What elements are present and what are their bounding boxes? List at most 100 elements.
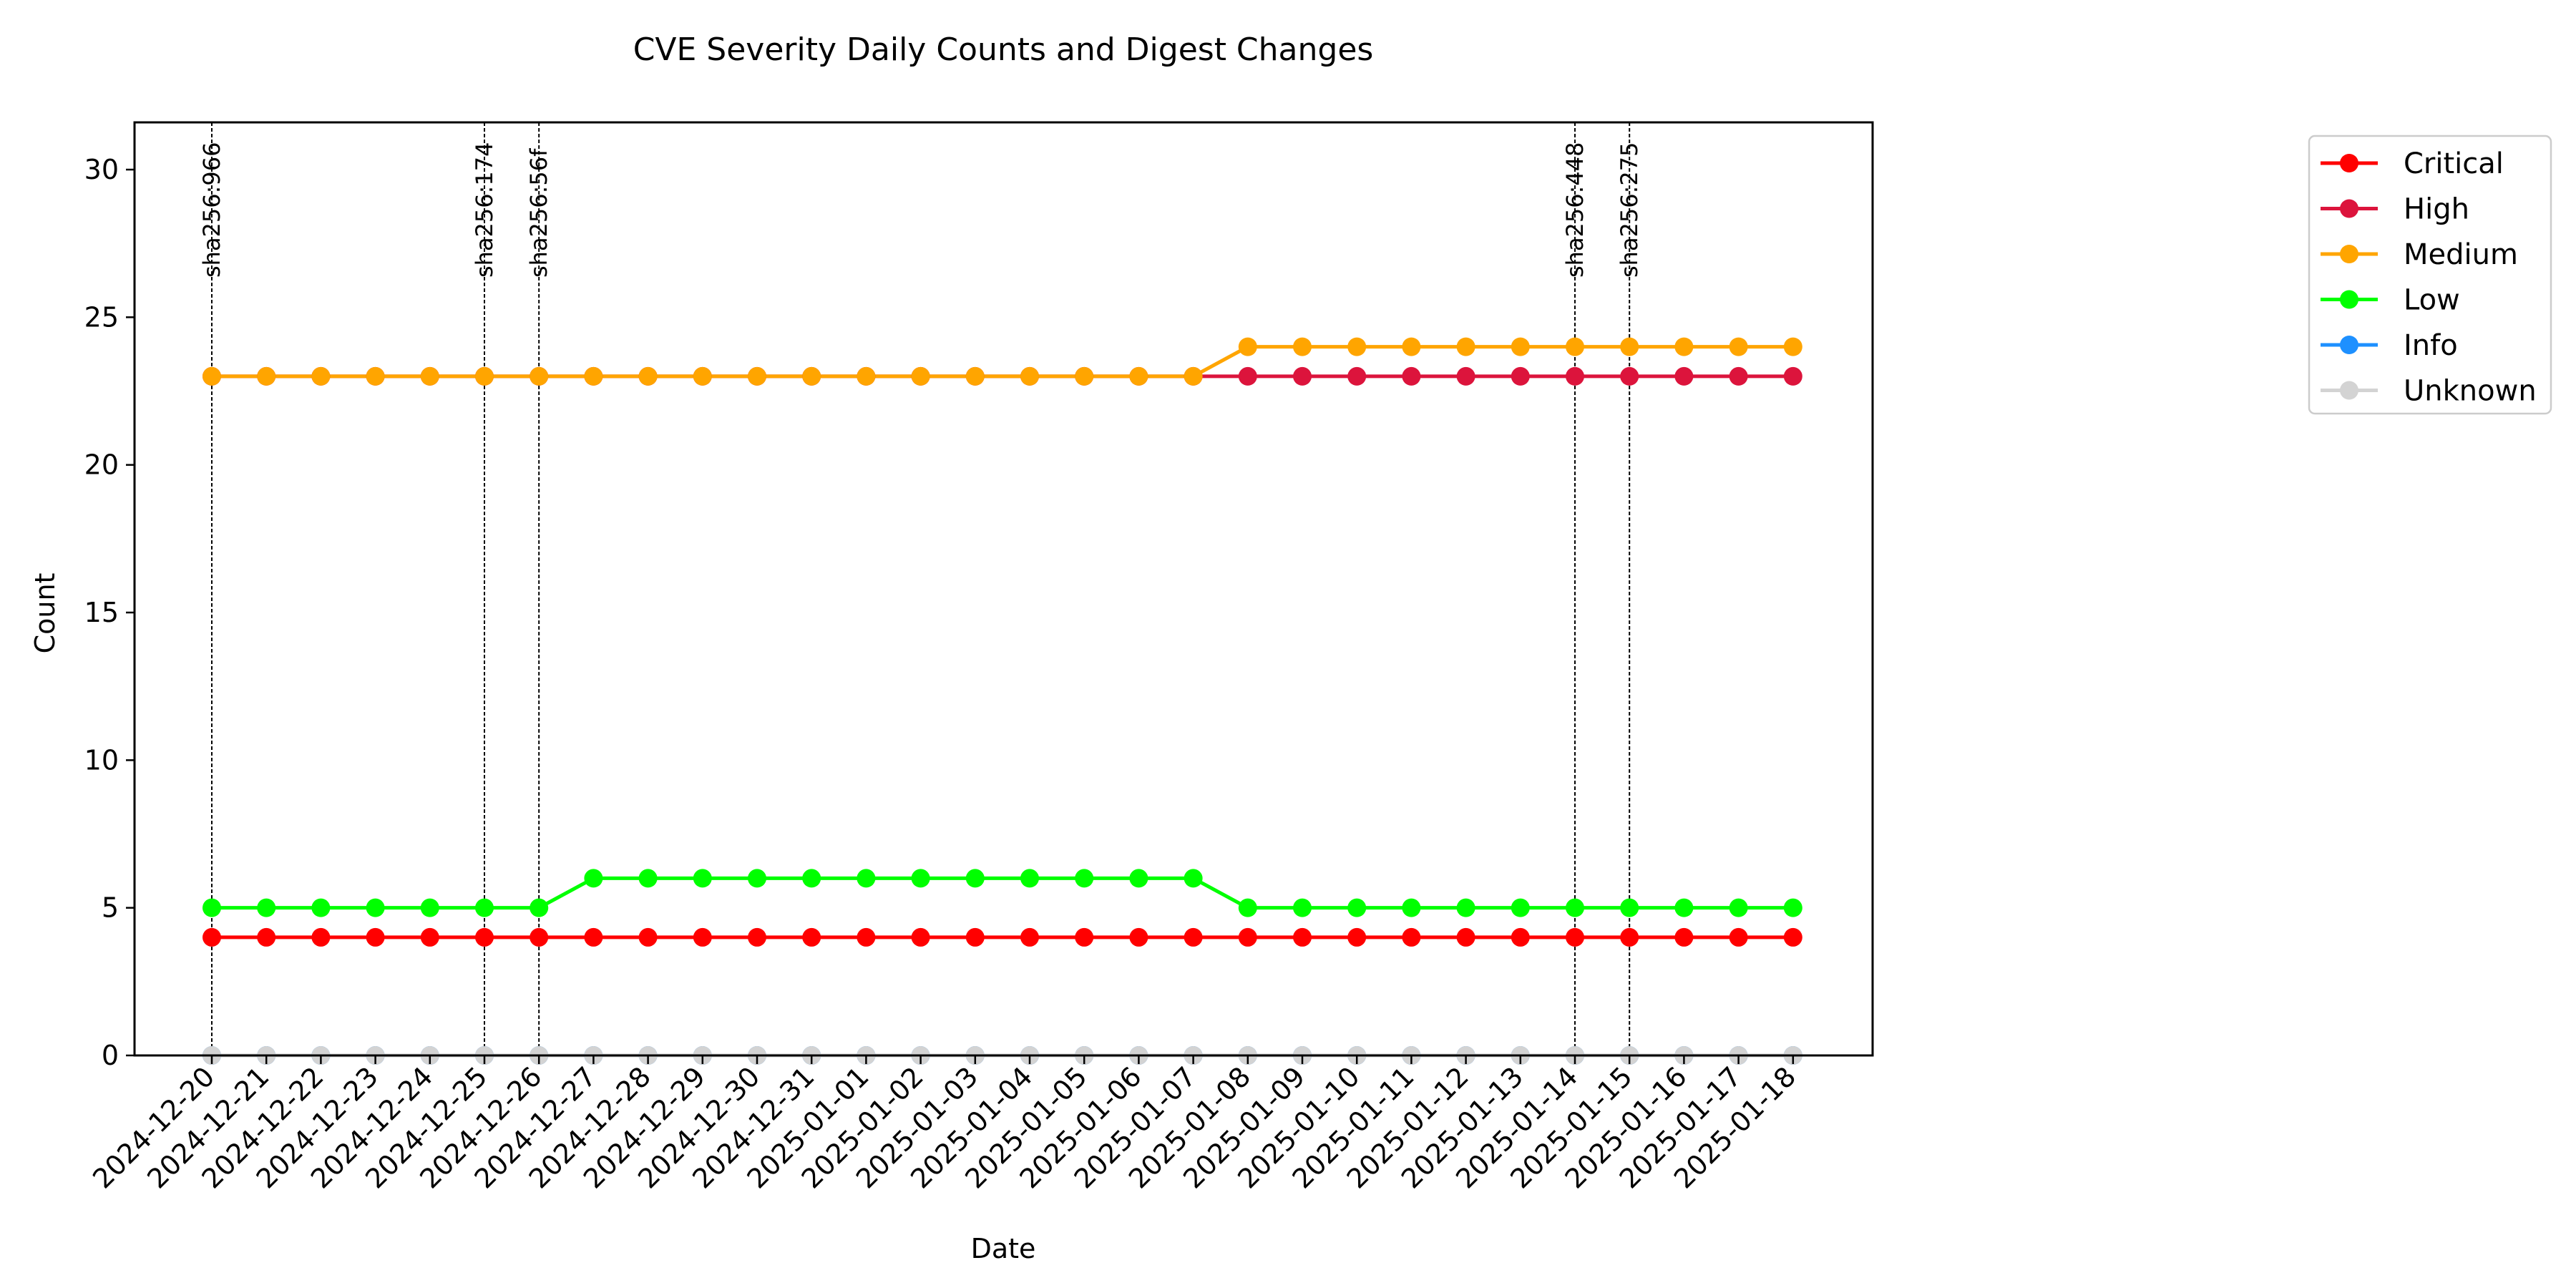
data-point-medium bbox=[1783, 337, 1802, 356]
plot-background bbox=[135, 122, 1873, 1055]
legend-entry-medium: Medium bbox=[2404, 238, 2518, 271]
chart-title: CVE Severity Daily Counts and Digest Cha… bbox=[633, 31, 1374, 68]
data-point-high bbox=[1293, 366, 1312, 386]
y-axis-label: Count bbox=[29, 573, 61, 654]
data-point-critical bbox=[1674, 927, 1694, 947]
data-point-low bbox=[1456, 898, 1475, 917]
data-point-medium bbox=[1402, 337, 1421, 356]
data-point-critical bbox=[857, 927, 876, 947]
data-point-medium bbox=[1674, 337, 1694, 356]
digest-label: sha256:174 bbox=[471, 142, 498, 278]
digest-label: sha256:448 bbox=[1561, 142, 1589, 278]
legend: Critical High Medium Low Info Unknown bbox=[2308, 135, 2552, 415]
data-point-critical bbox=[1020, 927, 1039, 947]
data-point-high bbox=[1511, 366, 1530, 386]
data-point-low bbox=[638, 869, 658, 888]
data-point-critical bbox=[420, 927, 439, 947]
data-point-medium bbox=[1456, 337, 1475, 356]
data-point-critical bbox=[1729, 927, 1748, 947]
data-point-low bbox=[257, 898, 276, 917]
data-point-medium bbox=[1620, 337, 1639, 356]
data-point-critical bbox=[1402, 927, 1421, 947]
data-point-low bbox=[748, 869, 766, 888]
data-point-critical bbox=[1238, 927, 1257, 947]
legend-swatch-marker bbox=[2340, 381, 2358, 400]
data-point-low bbox=[584, 869, 603, 888]
data-point-critical bbox=[1129, 927, 1148, 947]
data-point-medium bbox=[1293, 337, 1312, 356]
data-point-low bbox=[1075, 869, 1094, 888]
data-point-critical bbox=[1620, 927, 1639, 947]
legend-entry-critical: Critical bbox=[2404, 147, 2504, 180]
y-tick-label: 5 bbox=[102, 892, 119, 924]
data-point-medium bbox=[1129, 366, 1148, 386]
digest-label: sha256:966 bbox=[198, 142, 225, 278]
data-point-low bbox=[1402, 898, 1421, 917]
data-point-medium bbox=[420, 366, 439, 386]
data-point-medium bbox=[366, 366, 385, 386]
data-point-critical bbox=[1511, 927, 1530, 947]
data-point-low bbox=[1129, 869, 1148, 888]
data-point-medium bbox=[638, 366, 658, 386]
data-point-medium bbox=[1729, 337, 1748, 356]
data-point-medium bbox=[748, 366, 766, 386]
data-point-high bbox=[1620, 366, 1639, 386]
y-tick-label: 25 bbox=[84, 301, 119, 333]
data-point-medium bbox=[1020, 366, 1039, 386]
data-point-critical bbox=[911, 927, 930, 947]
data-point-critical bbox=[530, 927, 549, 947]
data-point-critical bbox=[1347, 927, 1367, 947]
data-point-high bbox=[1566, 366, 1584, 386]
data-point-high bbox=[1729, 366, 1748, 386]
data-point-low bbox=[1566, 898, 1584, 917]
y-tick-label: 30 bbox=[84, 154, 119, 185]
data-point-medium bbox=[1075, 366, 1094, 386]
data-point-medium bbox=[584, 366, 603, 386]
data-point-low bbox=[530, 898, 549, 917]
data-point-medium bbox=[911, 366, 930, 386]
data-point-critical bbox=[1184, 927, 1203, 947]
data-point-medium bbox=[257, 366, 276, 386]
data-point-medium bbox=[203, 366, 221, 386]
digest-annotations: sha256:966 sha256:174 sha256:56f sha256:448… bbox=[198, 122, 1643, 1055]
data-point-low bbox=[1020, 869, 1039, 888]
data-point-medium bbox=[475, 366, 494, 386]
data-point-critical bbox=[311, 927, 331, 947]
data-point-high bbox=[1783, 366, 1802, 386]
data-point-high bbox=[1402, 366, 1421, 386]
y-tick-label: 10 bbox=[84, 744, 119, 776]
digest-label: sha256:56f bbox=[525, 148, 552, 278]
data-point-low bbox=[203, 898, 221, 917]
legend-entry-low: Low bbox=[2404, 284, 2460, 317]
legend-swatch-marker bbox=[2340, 336, 2358, 354]
data-point-medium bbox=[965, 366, 985, 386]
data-point-low bbox=[1729, 898, 1748, 917]
data-point-critical bbox=[475, 927, 494, 947]
legend-entry-high: High bbox=[2404, 193, 2469, 226]
data-point-critical bbox=[366, 927, 385, 947]
digest-label: sha256:275 bbox=[1616, 142, 1643, 278]
data-point-medium bbox=[1511, 337, 1530, 356]
data-point-low bbox=[911, 869, 930, 888]
data-point-medium bbox=[530, 366, 549, 386]
plot-frame bbox=[133, 121, 1874, 1057]
legend-entry-info: Info bbox=[2404, 329, 2458, 362]
data-point-critical bbox=[802, 927, 821, 947]
series-points bbox=[203, 337, 1802, 1065]
y-tick-label: 0 bbox=[102, 1040, 119, 1071]
data-point-high bbox=[1238, 366, 1257, 386]
legend-entry-unknown: Unknown bbox=[2404, 375, 2537, 408]
data-point-low bbox=[857, 869, 876, 888]
data-point-critical bbox=[203, 927, 221, 947]
data-point-low bbox=[802, 869, 821, 888]
data-point-medium bbox=[802, 366, 821, 386]
data-point-critical bbox=[1783, 927, 1802, 947]
data-point-low bbox=[1184, 869, 1203, 888]
data-point-low bbox=[311, 898, 331, 917]
data-point-low bbox=[1238, 898, 1257, 917]
data-point-low bbox=[1511, 898, 1530, 917]
data-point-low bbox=[420, 898, 439, 917]
data-point-critical bbox=[257, 927, 276, 947]
data-point-medium bbox=[693, 366, 712, 386]
